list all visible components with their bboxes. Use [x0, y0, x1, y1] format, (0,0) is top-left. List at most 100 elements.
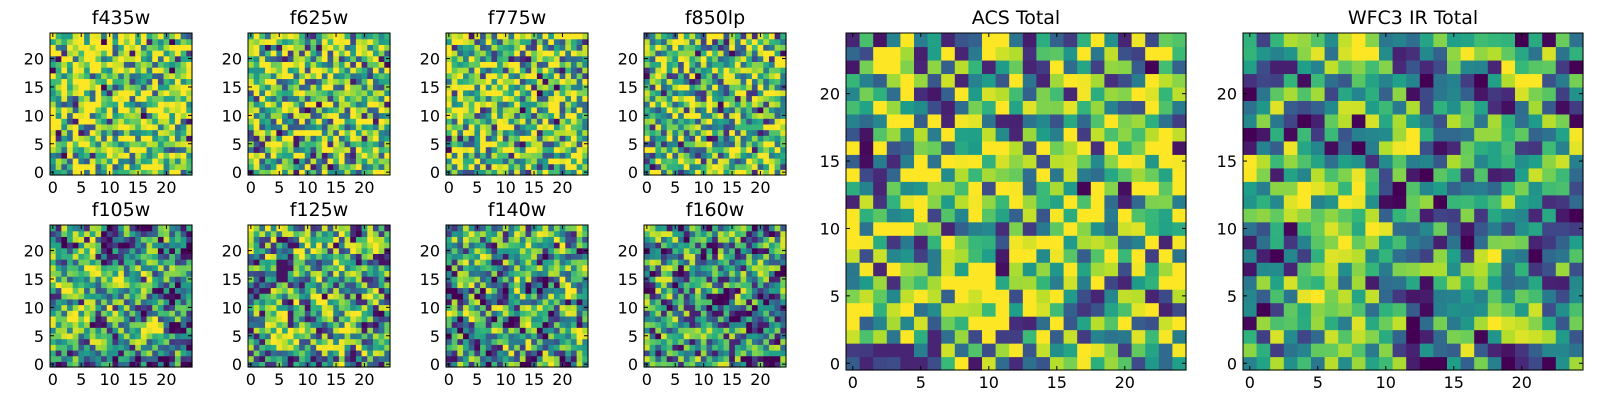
heatmap-cell — [372, 61, 380, 68]
heatmap-cell — [446, 315, 453, 323]
heatmap-cell — [576, 236, 583, 243]
heatmap-cell — [666, 78, 673, 85]
heatmap-cell — [740, 146, 747, 153]
heatmap-cell — [559, 230, 566, 237]
heatmap-cell — [152, 101, 159, 108]
heatmap-cell — [72, 146, 79, 153]
heatmap-cell — [327, 247, 334, 254]
heatmap-cell — [729, 310, 736, 317]
heatmap-cell — [140, 236, 148, 243]
heatmap-cell — [457, 95, 464, 102]
heatmap-cell — [333, 72, 340, 80]
heatmap-cell — [565, 106, 572, 114]
heatmap-cell — [542, 361, 549, 368]
heatmap-cell — [683, 152, 691, 159]
heatmap-cell — [548, 152, 555, 159]
heatmap-cell — [582, 327, 589, 334]
heatmap-cell — [316, 118, 323, 125]
heatmap-cell — [157, 55, 165, 62]
heatmap-cell — [55, 298, 62, 306]
heatmap-cell — [361, 95, 368, 102]
heatmap-cell — [451, 310, 458, 317]
heatmap-cell — [502, 304, 510, 311]
heatmap-cell — [248, 287, 255, 294]
heatmap-cell — [491, 344, 498, 351]
heatmap-cell — [129, 276, 136, 283]
heatmap-cell — [570, 61, 578, 68]
heatmap-cell — [774, 140, 781, 148]
heatmap-cell — [491, 264, 498, 272]
heatmap-cell — [282, 118, 289, 125]
heatmap-cell — [655, 118, 662, 125]
heatmap-cell — [570, 332, 578, 340]
heatmap-cell — [157, 264, 165, 272]
heatmap-cell — [101, 259, 108, 266]
heatmap-cell — [287, 281, 295, 289]
heatmap-cell — [582, 101, 589, 108]
heatmap-cells — [50, 225, 193, 368]
heatmap-cell — [548, 135, 555, 142]
heatmap-cell — [50, 293, 57, 300]
heatmap-cell — [372, 253, 380, 260]
heatmap-cell — [350, 253, 357, 260]
heatmap-cell — [50, 315, 57, 323]
heatmap-cell — [502, 89, 510, 97]
heatmap-cell — [259, 304, 266, 311]
heatmap-cell — [276, 321, 283, 328]
heatmap-cell — [468, 321, 475, 328]
heatmap-cell — [55, 310, 62, 317]
heatmap-cell — [135, 259, 142, 266]
heatmap-cell — [123, 152, 131, 159]
heatmap-cell — [180, 135, 187, 142]
heatmap-cell — [559, 344, 566, 351]
heatmap-cell — [304, 327, 312, 334]
heatmap-cell — [485, 264, 493, 272]
heatmap-cell — [55, 253, 62, 260]
heatmap-cell — [378, 270, 385, 277]
heatmap-cell — [457, 242, 464, 249]
heatmap-cell — [474, 38, 481, 45]
heatmap-cell — [327, 55, 334, 62]
heatmap-cell — [67, 112, 74, 119]
heatmap-cell — [89, 50, 97, 57]
heatmap-cell — [485, 106, 493, 114]
heatmap-cell — [282, 50, 289, 57]
heatmap-cell — [157, 118, 165, 125]
heatmap-cell — [565, 72, 572, 80]
heatmap-cell — [446, 44, 453, 51]
heatmap-cell — [689, 84, 696, 91]
heatmap-cell — [135, 281, 142, 289]
heatmap-cell — [757, 315, 764, 323]
heatmap-cell — [101, 264, 108, 272]
heatmap-cell — [661, 327, 668, 334]
heatmap-cell — [265, 264, 272, 272]
heatmap-cell — [502, 310, 510, 317]
heatmap-cell — [259, 230, 266, 237]
heatmap-cell — [67, 78, 74, 85]
heatmap-cell — [695, 355, 702, 362]
heatmap-cell — [282, 242, 289, 249]
heatmap-cell — [717, 338, 725, 345]
heatmap-cell — [61, 310, 68, 317]
heatmap-cell — [253, 84, 260, 91]
heatmap-cell — [559, 140, 566, 148]
heatmap-cell — [723, 361, 730, 368]
heatmap-cell — [519, 247, 527, 254]
heatmap-cell — [333, 327, 340, 334]
heatmap-cell — [508, 298, 515, 306]
heatmap-cell — [729, 101, 736, 108]
heatmap-cell — [480, 338, 487, 345]
heatmap-cell — [270, 344, 277, 351]
heatmap-cell — [514, 163, 521, 170]
heatmap-cell — [514, 355, 521, 362]
heatmap-cell — [649, 157, 656, 165]
heatmap-cell — [338, 67, 346, 74]
heatmap-cell — [576, 298, 583, 306]
heatmap-cell — [248, 38, 255, 45]
heatmap-cell — [55, 327, 62, 334]
heatmap-cell — [118, 230, 125, 237]
heatmap-cell — [95, 332, 102, 340]
heatmap-cell — [531, 157, 538, 165]
heatmap-cell — [576, 146, 583, 153]
heatmap-cell — [135, 106, 142, 114]
